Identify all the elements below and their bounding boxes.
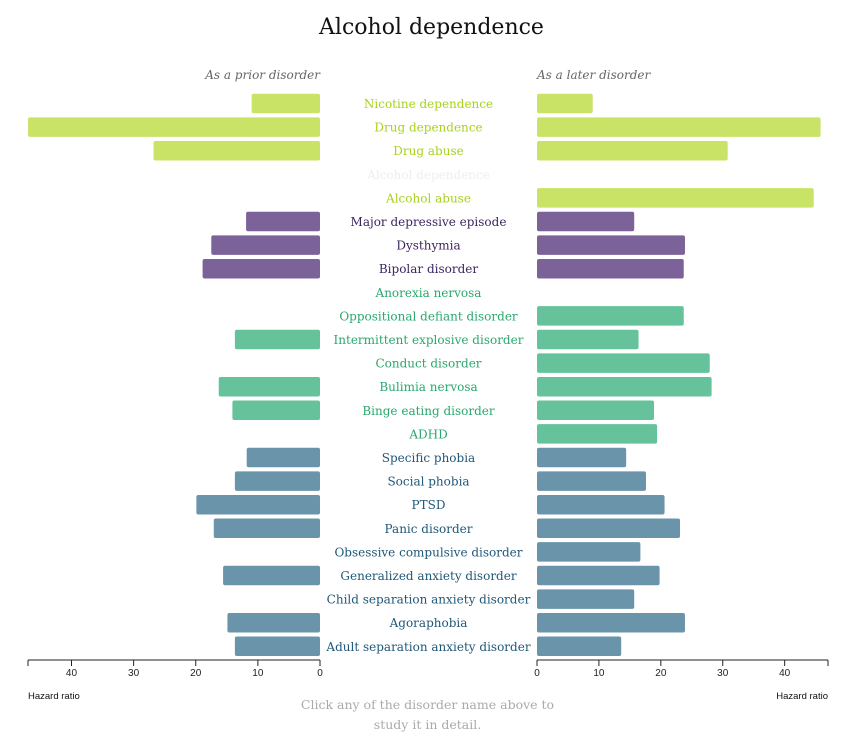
bar-later-specific-phobia	[537, 447, 627, 468]
chart-title: Alcohol dependence	[319, 15, 544, 40]
category-label-dysthymia[interactable]: Dysthymia	[396, 239, 460, 253]
bar-later-oppositional-defiant-disorder	[537, 306, 684, 326]
bar-later-ptsd	[537, 494, 665, 515]
bar-later-drug-abuse	[537, 140, 728, 161]
right-axis-label: Hazard ratio	[776, 691, 828, 702]
bar-later-obsessive-compulsive-disorder	[537, 542, 641, 562]
category-label-obsessive-compulsive-disorder[interactable]: Obsessive compulsive disorder	[334, 545, 522, 559]
bar-later-adhd	[537, 424, 658, 444]
category-label-anorexia-nervosa[interactable]: Anorexia nervosa	[375, 286, 482, 300]
bar-later-intermittent-explosive-disorder	[537, 329, 639, 350]
left-tick-label-40: 40	[66, 668, 78, 679]
left-subtitle: As a prior disorder	[204, 68, 321, 82]
bar-prior-ptsd	[196, 494, 320, 515]
bar-later-adult-separation-anxiety-disorder	[537, 636, 622, 657]
category-label-intermittent-explosive-disorder[interactable]: Intermittent explosive disorder	[334, 333, 524, 347]
bar-prior-nicotine-dependence	[251, 93, 320, 114]
left-tick-label-30: 30	[128, 668, 140, 679]
bar-later-agoraphobia	[537, 612, 685, 633]
right-tick-label-0: 0	[534, 668, 540, 679]
bar-prior-dysthymia	[211, 235, 320, 255]
bar-prior-bulimia-nervosa	[218, 376, 320, 397]
bar-prior-drug-dependence	[28, 117, 320, 137]
category-label-generalized-anxiety-disorder[interactable]: Generalized anxiety disorder	[340, 569, 516, 583]
category-label-oppositional-defiant-disorder[interactable]: Oppositional defiant disorder	[339, 309, 518, 323]
category-label-child-separation-anxiety-disorder[interactable]: Child separation anxiety disorder	[327, 593, 531, 607]
bar-prior-social-phobia	[234, 471, 320, 491]
bar-prior-bipolar-disorder	[202, 258, 320, 279]
category-label-specific-phobia[interactable]: Specific phobia	[382, 451, 475, 465]
category-label-panic-disorder[interactable]: Panic disorder	[385, 522, 473, 536]
category-label-alcohol-abuse[interactable]: Alcohol abuse	[385, 191, 471, 205]
bar-later-bipolar-disorder	[537, 258, 684, 279]
bar-prior-panic-disorder	[213, 518, 320, 539]
bar-prior-binge-eating-disorder	[232, 400, 320, 421]
category-label-ptsd[interactable]: PTSD	[412, 498, 446, 512]
footer-hint: Click any of the disorder name above to …	[300, 697, 555, 732]
category-label-bipolar-disorder[interactable]: Bipolar disorder	[379, 262, 479, 276]
right-tick-label-10: 10	[593, 668, 605, 679]
bar-later-social-phobia	[537, 471, 646, 491]
bar-prior-adult-separation-anxiety-disorder	[234, 636, 320, 657]
right-tick-label-40: 40	[779, 668, 791, 679]
right-subtitle: As a later disorder	[536, 68, 651, 82]
bar-later-dysthymia	[537, 235, 685, 255]
bar-later-drug-dependence	[537, 117, 821, 137]
bar-prior-generalized-anxiety-disorder	[223, 565, 320, 586]
right-tick-label-20: 20	[655, 668, 667, 679]
bars-group	[28, 93, 821, 657]
right-tick-label-30: 30	[717, 668, 729, 679]
bar-later-major-depressive-episode	[537, 211, 635, 232]
bar-later-alcohol-abuse	[537, 188, 814, 208]
left-tick-label-10: 10	[252, 668, 264, 679]
left-axis-label: Hazard ratio	[28, 691, 80, 702]
category-label-nicotine-dependence[interactable]: Nicotine dependence	[364, 97, 493, 111]
category-label-social-phobia[interactable]: Social phobia	[387, 475, 469, 489]
category-label-major-depressive-episode[interactable]: Major depressive episode	[351, 215, 507, 229]
bar-later-nicotine-dependence	[537, 93, 593, 114]
bar-prior-agoraphobia	[227, 612, 320, 633]
bar-prior-drug-abuse	[153, 140, 320, 161]
bar-later-binge-eating-disorder	[537, 400, 655, 421]
category-label-adult-separation-anxiety-disorder[interactable]: Adult separation anxiety disorder	[325, 640, 530, 654]
category-label-drug-dependence[interactable]: Drug dependence	[374, 121, 482, 135]
bar-prior-major-depressive-episode	[246, 211, 320, 232]
bar-later-generalized-anxiety-disorder	[537, 565, 660, 586]
bar-later-child-separation-anxiety-disorder	[537, 589, 635, 609]
category-labels: Nicotine dependence Drug dependence Drug a…	[325, 97, 530, 654]
category-label-adhd[interactable]: ADHD	[408, 427, 447, 441]
left-tick-label-0: 0	[317, 668, 323, 679]
category-label-conduct-disorder[interactable]: Conduct disorder	[375, 357, 481, 371]
bar-later-bulimia-nervosa	[537, 376, 712, 397]
category-label-drug-abuse[interactable]: Drug abuse	[393, 144, 463, 158]
bar-prior-specific-phobia	[246, 447, 320, 468]
category-label-bulimia-nervosa[interactable]: Bulimia nervosa	[379, 380, 477, 394]
category-label-binge-eating-disorder[interactable]: Binge eating disorder	[362, 404, 495, 418]
axes-group: 40 30 20 10 0 0 10 20 30 40	[27, 659, 829, 679]
category-label-alcohol-dependence: Alcohol dependence	[366, 168, 490, 182]
category-label-agoraphobia[interactable]: Agoraphobia	[389, 616, 468, 630]
bar-later-conduct-disorder	[537, 353, 710, 373]
bar-prior-intermittent-explosive-disorder	[234, 329, 320, 350]
bar-later-panic-disorder	[537, 518, 681, 539]
left-tick-label-20: 20	[190, 668, 202, 679]
